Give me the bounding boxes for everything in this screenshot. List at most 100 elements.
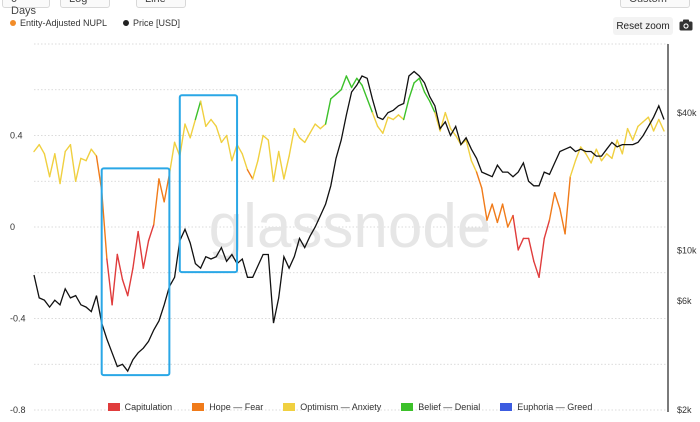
tab-line[interactable]: Line: [136, 0, 186, 8]
zone-label-belief-denial: Belief — Denial: [418, 402, 481, 412]
zone-item-optimism-anxiety[interactable]: Optimism — Anxiety: [283, 402, 381, 412]
top-tab-strip: 0 Days Log Line Custom: [0, 0, 700, 17]
nupl-segment: [486, 203, 493, 221]
zone-item-capitulation[interactable]: Capitulation: [107, 402, 173, 412]
tab-custom[interactable]: Custom: [620, 0, 690, 8]
nupl-segment: [54, 153, 61, 185]
nupl-segment: [538, 237, 545, 279]
nupl-segment: [533, 260, 540, 279]
nupl-segment: [319, 123, 327, 130]
nupl-segment: [626, 127, 634, 141]
nupl-segment: [585, 153, 592, 164]
tab-log[interactable]: Log: [60, 0, 110, 8]
left-tick-label: 0.4: [10, 131, 23, 141]
nupl-segment: [548, 191, 556, 221]
nupl-segment: [215, 125, 223, 144]
zone-item-hope-fear[interactable]: Hope — Fear: [192, 402, 263, 412]
nupl-segment: [501, 203, 509, 228]
zone-label-capitulation: Capitulation: [124, 402, 173, 412]
zone-swatch-hope-fear: [192, 403, 205, 411]
tab-range[interactable]: 0 Days: [2, 0, 50, 17]
nupl-segment: [127, 267, 134, 297]
nupl-segment: [475, 171, 483, 189]
nupl-segment: [658, 118, 665, 132]
nupl-segment: [569, 159, 577, 178]
nupl-segment: [595, 148, 603, 162]
nupl-segment: [278, 150, 285, 180]
zone-item-belief-denial[interactable]: Belief — Denial: [401, 402, 480, 412]
nupl-segment: [210, 118, 217, 128]
nupl-segment: [543, 219, 551, 240]
nupl-segment: [194, 100, 202, 121]
left-tick-label: -0.4: [10, 314, 26, 324]
nupl-segment: [527, 237, 535, 263]
nupl-segment: [637, 121, 644, 128]
nupl-segment: [309, 123, 316, 134]
nupl-segment: [465, 139, 473, 162]
zone-item-euphoria-greed[interactable]: Euphoria — Greed: [500, 402, 592, 412]
nupl-segment: [106, 258, 113, 306]
legend-label-nupl: Entity-Adjusted NUPL: [20, 18, 108, 28]
nupl-segment: [642, 116, 650, 123]
nupl-segment: [132, 230, 139, 269]
nupl-segment: [304, 132, 311, 144]
nupl-segment: [137, 230, 145, 269]
zone-swatch-euphoria-greed: [500, 403, 513, 411]
nupl-segment: [413, 77, 420, 84]
nupl-segment: [376, 125, 384, 134]
highlight-box: [100, 167, 171, 377]
nupl-segment: [361, 84, 368, 100]
nupl-segment: [205, 118, 212, 128]
nupl-segment: [153, 178, 160, 226]
nupl-segment: [111, 253, 119, 306]
reset-zoom-button[interactable]: Reset zoom: [613, 17, 673, 35]
nupl-segment: [121, 278, 129, 297]
nupl-segment: [324, 98, 332, 125]
legend-item-price[interactable]: Price [USD]: [123, 18, 180, 28]
nupl-segment: [340, 75, 348, 91]
nupl-segment: [241, 153, 249, 171]
nupl-segment: [116, 253, 124, 281]
gridlines: [34, 43, 668, 411]
nupl-segment: [366, 98, 374, 114]
nupl-segment: [85, 148, 92, 162]
nupl-segment: [470, 159, 478, 173]
legend-item-nupl[interactable]: Entity-Adjusted NUPL: [10, 18, 107, 28]
nupl-segment: [512, 214, 519, 251]
legend-dot-nupl: [10, 20, 16, 26]
nupl-segment: [330, 93, 337, 100]
zone-swatch-optimism-anxiety: [283, 403, 296, 411]
nupl-segment: [418, 77, 426, 93]
nupl-segment: [564, 175, 571, 235]
nupl-segment: [387, 116, 394, 121]
nupl-segment: [199, 100, 207, 128]
zone-swatch-belief-denial: [401, 403, 414, 411]
nupl-segment: [553, 191, 561, 210]
nupl-segment: [283, 155, 290, 180]
right-tick-label: $2k: [677, 405, 692, 415]
nupl-segment: [184, 123, 191, 139]
nupl-segment: [350, 77, 358, 89]
nupl-segment: [48, 153, 56, 178]
nupl-segment: [382, 116, 389, 134]
camera-icon: [679, 19, 693, 30]
right-axis: $40k $10k $6k $2k: [677, 108, 697, 415]
nupl-segment: [147, 224, 155, 242]
nupl-segment: [80, 157, 87, 162]
nupl-segment: [621, 127, 629, 155]
nupl-segment: [335, 89, 342, 96]
nupl-segment: [402, 98, 410, 121]
nupl-segment: [371, 111, 379, 128]
nupl-segment: [429, 100, 436, 114]
left-axis: 0.4 0 -0.4 -0.8: [10, 131, 26, 416]
nupl-segment: [444, 111, 452, 130]
nupl-segment: [158, 178, 165, 203]
nupl-segment: [262, 134, 269, 141]
nupl-segment: [90, 148, 98, 157]
left-tick-label: 0: [10, 222, 15, 232]
camera-button[interactable]: [678, 18, 694, 34]
nupl-series: [33, 75, 665, 306]
nupl-segment: [481, 187, 488, 221]
right-tick-label: $6k: [677, 296, 692, 306]
